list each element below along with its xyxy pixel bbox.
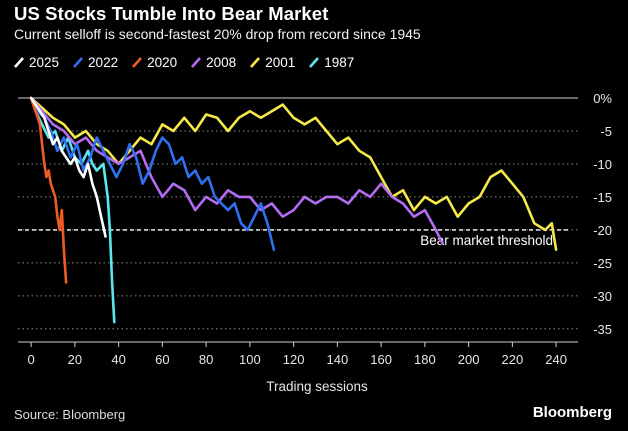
legend-swatch-2020 (132, 57, 143, 68)
chart-series (29, 96, 558, 324)
legend-label-2008: 2008 (206, 55, 237, 70)
series-line-1987 (29, 96, 116, 324)
legend-swatch-1987 (309, 57, 320, 68)
legend-item-1987: 1987 (309, 55, 354, 70)
threshold-label: Bear market threshold (420, 233, 553, 248)
legend-label-2020: 2020 (147, 55, 178, 70)
series-line-2020 (29, 96, 68, 284)
x-tick-label: 180 (414, 352, 436, 367)
x-tick-label: 220 (502, 352, 524, 367)
legend-swatch-2001 (250, 57, 261, 68)
x-tick-label: 120 (283, 352, 305, 367)
x-tick-label: 140 (327, 352, 349, 367)
legend-swatch-line (14, 57, 24, 68)
x-tick-label: 20 (68, 352, 82, 367)
legend-item-2001: 2001 (250, 55, 295, 70)
legend-item-2008: 2008 (191, 55, 236, 70)
y-tick-label: -30 (593, 289, 612, 304)
x-tick-label: 100 (239, 352, 261, 367)
series-line-2025 (29, 96, 107, 238)
legend-item-2025: 2025 (14, 55, 59, 70)
legend-swatch-2008 (191, 57, 202, 68)
y-tick-label: 0% (593, 91, 612, 106)
x-tick-label: 0 (28, 352, 35, 367)
y-tick-label: -10 (593, 157, 612, 172)
legend-label-2025: 2025 (29, 55, 60, 70)
chart-subtitle: Current selloff is second-fastest 20% dr… (14, 26, 421, 42)
x-tick-label: 80 (199, 352, 213, 367)
x-axis-label: Trading sessions (266, 379, 368, 394)
y-tick-label: -25 (593, 256, 612, 271)
chart-legend: 2025 2022 2020 2008 2001 1987 (14, 55, 354, 70)
y-tick-label: -5 (600, 124, 612, 139)
x-tick-label: 40 (111, 352, 125, 367)
x-tick-label: 160 (370, 352, 392, 367)
chart-grid (18, 97, 578, 330)
legend-item-2020: 2020 (132, 55, 177, 70)
legend-swatch-line (309, 57, 320, 68)
y-tick-label: -15 (593, 190, 612, 205)
legend-item-2022: 2022 (73, 55, 118, 70)
y-tick-label: -20 (593, 223, 612, 238)
legend-swatch-2022 (73, 57, 84, 68)
source-note: Source: Bloomberg (14, 407, 126, 422)
legend-label-2001: 2001 (265, 55, 296, 70)
legend-swatch-line (191, 57, 202, 68)
series-line-2008 (29, 96, 444, 245)
legend-swatch-line (250, 57, 261, 68)
series-line-2022 (29, 96, 276, 251)
x-tick-label: 240 (545, 352, 567, 367)
legend-swatch-2025 (14, 57, 24, 68)
legend-swatch-line (73, 57, 84, 68)
bloomberg-logo: Bloomberg (532, 404, 612, 421)
x-tick-label: 60 (155, 352, 169, 367)
y-tick-label: -35 (593, 322, 612, 337)
bear-market-threshold: Bear market threshold (18, 229, 570, 248)
legend-label-2022: 2022 (88, 55, 119, 70)
chart-axes: 0% -5 -10 -15 -20 -25 -30 -35 0 20 40 60 80 100 120 140… (18, 91, 612, 367)
legend-label-1987: 1987 (324, 55, 355, 70)
chart-title: US Stocks Tumble Into Bear Market (14, 3, 329, 24)
x-tick-label: 200 (458, 352, 480, 367)
legend-swatch-line (132, 57, 143, 68)
